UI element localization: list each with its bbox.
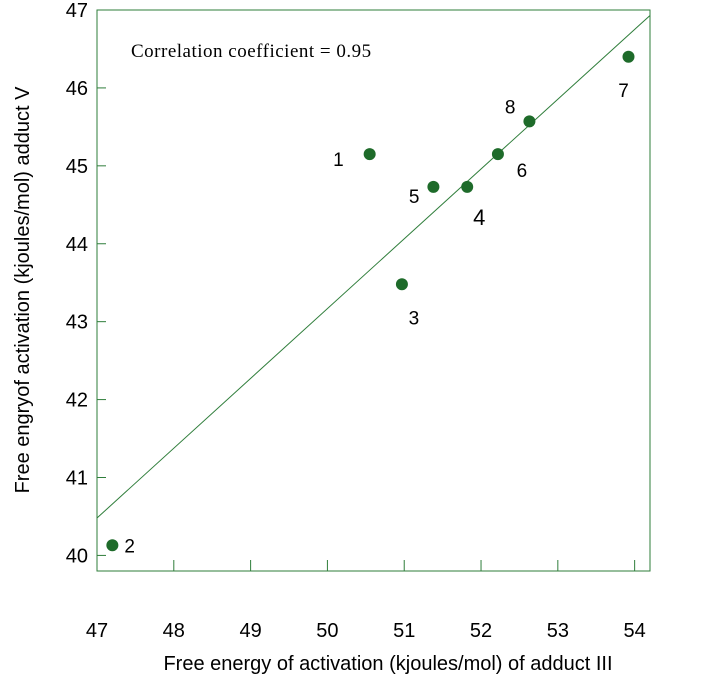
x-tick-label: 52 — [470, 620, 492, 642]
point-label-4: 4 — [473, 205, 485, 230]
data-point-1 — [363, 148, 376, 161]
y-tick-label: 44 — [66, 234, 88, 256]
y-axis-tick-labels: 40 41 42 43 44 45 46 47 — [66, 0, 88, 567]
x-tick-label: 50 — [316, 620, 338, 642]
x-tick-label: 49 — [239, 620, 261, 642]
y-tick-label: 40 — [66, 545, 88, 567]
data-point-7 — [622, 50, 635, 63]
data-point-2 — [106, 539, 119, 552]
y-tick-label: 45 — [66, 156, 88, 178]
data-point-6 — [491, 148, 504, 161]
x-tick-label: 48 — [163, 620, 185, 642]
x-axis-ticks — [96, 560, 636, 571]
y-tick-label: 47 — [66, 0, 88, 22]
point-label-1: 1 — [333, 150, 344, 171]
point-label-8: 8 — [505, 97, 516, 118]
regression-line — [96, 15, 651, 519]
data-point-8 — [523, 115, 536, 128]
point-label-2: 2 — [124, 536, 135, 557]
y-tick-label: 43 — [66, 312, 88, 334]
y-tick-label: 42 — [66, 390, 88, 412]
data-point-4 — [461, 180, 474, 193]
correlation-annotation: Correlation coefficient = 0.95 — [131, 41, 372, 62]
y-axis-title: Free engryof activation (kjoules/mol) ad… — [12, 86, 34, 494]
plot-frame — [96, 9, 651, 572]
y-tick-label: 41 — [66, 468, 88, 490]
x-axis-title: Free energy of activation (kjoules/mol) … — [163, 653, 612, 675]
y-axis-ticks — [97, 9, 106, 556]
data-point-5 — [427, 180, 440, 193]
data-points — [106, 50, 635, 552]
point-label-5: 5 — [409, 187, 420, 208]
point-label-6: 6 — [517, 161, 528, 182]
data-point-3 — [395, 278, 408, 291]
x-tick-label: 54 — [624, 620, 646, 642]
x-tick-label: 53 — [547, 620, 569, 642]
x-tick-label: 51 — [393, 620, 415, 642]
x-axis-tick-labels: 47 48 49 50 51 52 53 54 — [86, 620, 646, 642]
data-point-labels: 1 2 3 4 5 6 7 8 — [124, 81, 628, 558]
point-label-7: 7 — [618, 81, 629, 102]
point-label-3: 3 — [409, 308, 420, 329]
x-tick-label: 47 — [86, 620, 108, 642]
y-tick-label: 46 — [66, 78, 88, 100]
